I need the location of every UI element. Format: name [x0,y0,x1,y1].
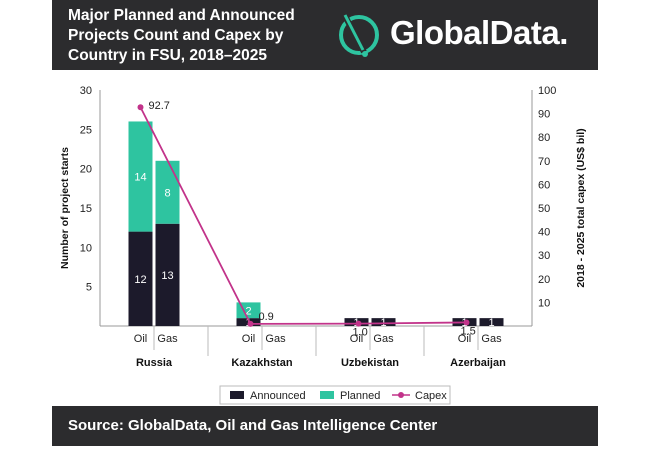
capex-line [139,106,467,325]
capex-point [247,320,254,327]
legend-label-capex: Capex [415,390,447,402]
legend-label-announced: Announced [250,390,306,402]
y2-tick-label: 20 [538,274,550,286]
x-subcategory-label: Oil [350,333,363,345]
x-subcategory-label: Gas [265,333,286,345]
y2-tick-label: 30 [538,250,550,262]
source-text: Source: GlobalData, Oil and Gas Intellig… [68,417,438,434]
capex-value-label: 1.5 [461,325,476,337]
legend-swatch-planned [320,391,334,399]
y2-tick-label: 80 [538,132,550,144]
x-category-label: Kazakhstan [231,357,292,369]
chart-area: 5 10 15 20 25 30 10 20 30 40 50 60 70 80 90 100 Number o… [59,85,587,405]
bar-planned [128,121,153,232]
bar-announced-value: 1 [488,317,494,329]
legend-box [219,385,451,405]
bar-announced-value: 13 [161,270,173,282]
y2-tick-label: 90 [538,109,550,121]
legend-marker-capex [398,392,404,398]
y-tick-label: 15 [80,203,92,215]
y-axis-title: Number of project starts [59,147,71,269]
legend-swatch-announced [230,391,244,399]
capex-value-label: 1.0 [353,327,368,339]
x-category-label: Uzbekistan [341,357,399,369]
x-category-label: Azerbaijan [450,357,506,369]
y-tick-label: 5 [86,282,92,294]
chart-title: Major Planned and Announced Projects Cou… [68,7,295,64]
globaldata-logo-icon [339,12,379,57]
y-tick-label: 10 [80,242,92,254]
bar-announced [371,318,396,326]
y-tick-label: 30 [80,85,92,97]
y-tick-label: 20 [80,164,92,176]
y-tick-label: 25 [80,124,92,136]
x-subcategory-label: Gas [373,333,394,345]
y2-tick-label: 60 [538,179,550,191]
bar-announced-value: 12 [134,274,146,286]
y2-tick-label: 70 [538,156,550,168]
capex-point [463,319,470,326]
logo-text: GlobalData. [390,14,568,51]
header-banner: Major Planned and Announced Projects Cou… [52,0,598,70]
bar-planned-value: 2 [245,305,251,317]
footer-banner: Source: GlobalData, Oil and Gas Intellig… [52,406,598,446]
y2-tick-label: 100 [538,85,556,97]
bar-announced [155,223,180,326]
y2-tick-label: 50 [538,203,550,215]
bar-announced [479,318,504,326]
globaldata-logo: GlobalData. [332,8,594,62]
x-category-label: Russia [136,357,173,369]
y2-axis-title: 2018 - 2025 total capex (US$ bil) [575,128,587,287]
bar-planned-value: 8 [164,187,170,199]
bar-announced [128,231,153,326]
x-subcategory-label: Oil [242,333,255,345]
capex-point [355,320,362,327]
capex-value-label: 0.9 [259,311,274,323]
x-subcategory-label: Oil [458,333,471,345]
capex-point [137,104,144,111]
x-subcategory-label: Gas [157,333,178,345]
x-subcategory-label: Oil [134,333,147,345]
bar-planned-value: 14 [134,172,146,184]
y2-tick-label: 40 [538,227,550,239]
bar-planned [155,160,180,224]
y2-tick-label: 10 [538,297,550,309]
capex-value-label: 92.7 [149,100,170,112]
legend-label-planned: Planned [340,390,380,402]
x-subcategory-label: Gas [481,333,502,345]
